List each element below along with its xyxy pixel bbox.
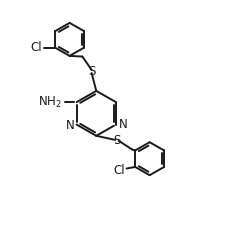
Text: Cl: Cl (30, 41, 42, 54)
Text: NH$_2$: NH$_2$ (38, 95, 62, 110)
Text: S: S (113, 134, 120, 147)
Text: N: N (66, 119, 74, 132)
Text: Cl: Cl (113, 164, 125, 177)
Text: S: S (88, 65, 95, 78)
Text: N: N (119, 118, 127, 131)
